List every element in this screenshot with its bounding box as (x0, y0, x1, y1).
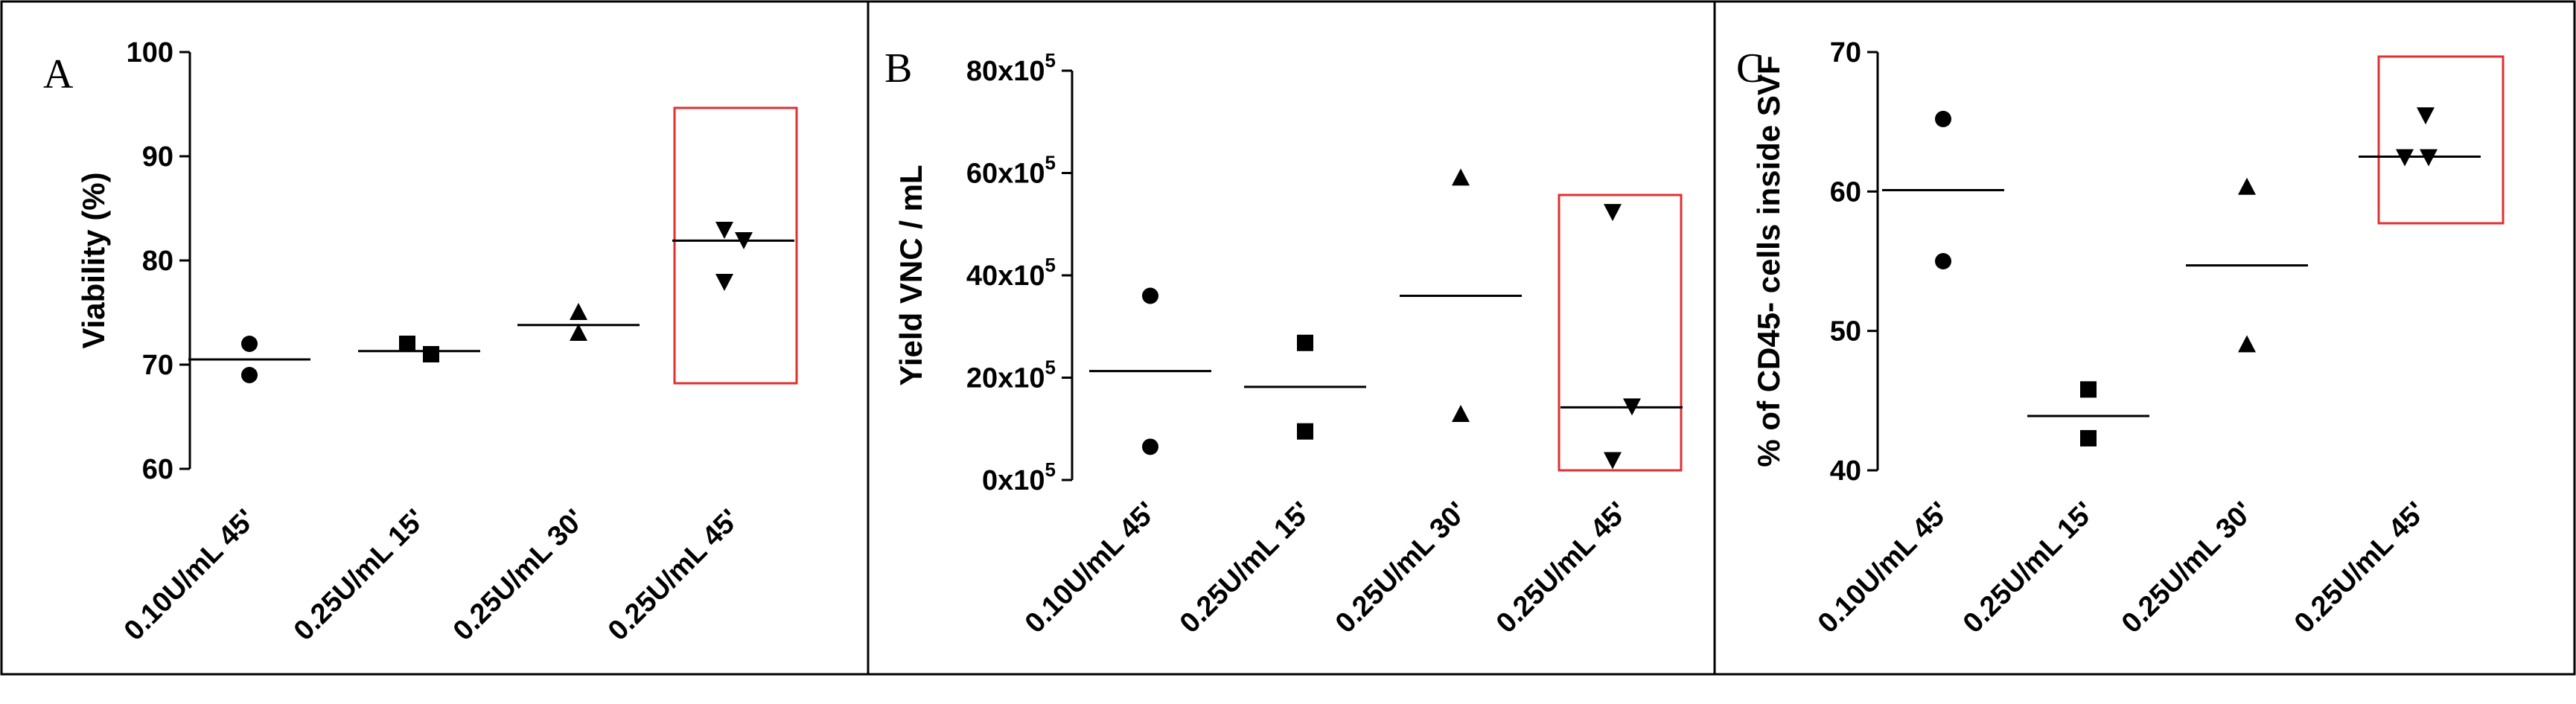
y-axis-title: % of CD45- cells inside SVF (1751, 55, 1786, 467)
tick-mantissa: 40x10 (966, 260, 1045, 292)
triangle-down-marker (715, 274, 733, 291)
circle-marker (1935, 110, 1951, 127)
square-marker (399, 336, 415, 352)
tick-exponent: 5 (1045, 458, 1056, 481)
y-axis-title: Yield VNC / mL (893, 164, 928, 385)
triangle-up-marker (1452, 405, 1470, 422)
triangle-down-marker (1604, 204, 1622, 222)
y-tick-label: 80 (142, 246, 173, 277)
y-tick-label: 70 (1830, 37, 1861, 68)
tick-exponent: 5 (1045, 356, 1056, 379)
triangle-up-marker (570, 303, 587, 320)
circle-marker (1142, 438, 1158, 455)
circle-marker (1935, 253, 1951, 269)
panel-label: A (43, 51, 74, 97)
y-tick-label: 20x105 (966, 356, 1056, 394)
tick-mantissa: 60x10 (966, 159, 1045, 190)
tick-exponent: 5 (1045, 152, 1056, 174)
tick-mantissa: 80x10 (966, 56, 1045, 87)
highlight-box (673, 106, 798, 385)
y-tick-label: 60 (1830, 176, 1861, 208)
highlight-box (1558, 193, 1683, 472)
circle-marker (1142, 287, 1158, 304)
triangle-down-marker (735, 232, 753, 249)
square-marker (1297, 423, 1313, 440)
triangle-up-marker (1452, 168, 1470, 186)
figure-border (0, 0, 2576, 676)
y-tick-label: 70 (142, 350, 173, 381)
tick-mantissa: 0x10 (982, 465, 1045, 496)
triangle-down-marker (1604, 452, 1622, 470)
tick-mantissa: 20x10 (966, 363, 1045, 394)
triangle-up-marker (2238, 177, 2256, 195)
triangle-up-marker (2238, 335, 2256, 353)
triangle-down-marker (2420, 149, 2438, 167)
square-marker (1297, 334, 1313, 351)
y-tick-label: 100 (127, 37, 173, 68)
triangle-up-marker (570, 324, 587, 341)
square-marker (2080, 429, 2097, 447)
y-tick-label: 60 (142, 454, 173, 485)
triangle-down-marker (2396, 149, 2414, 167)
tick-exponent: 5 (1045, 49, 1056, 71)
highlight-box (2377, 55, 2505, 225)
triangle-down-marker (1623, 398, 1641, 416)
circle-marker (241, 367, 258, 383)
y-tick-label: 40 (1830, 455, 1861, 487)
circle-marker (241, 336, 258, 352)
square-marker (2080, 381, 2097, 398)
panel-label: C (1736, 45, 1764, 92)
y-axis-title: Viability (%) (76, 172, 111, 348)
y-tick-label: 0x105 (982, 458, 1056, 496)
triangle-down-marker (715, 222, 733, 239)
y-tick-label: 50 (1830, 316, 1861, 348)
y-tick-label: 60x105 (966, 152, 1056, 190)
triangle-down-marker (2417, 107, 2435, 125)
square-marker (423, 346, 439, 362)
panel-label: B (884, 45, 912, 92)
y-tick-label: 40x105 (966, 254, 1056, 292)
y-tick-label: 80x105 (966, 49, 1056, 87)
tick-exponent: 5 (1045, 254, 1056, 276)
y-tick-label: 90 (142, 141, 173, 173)
